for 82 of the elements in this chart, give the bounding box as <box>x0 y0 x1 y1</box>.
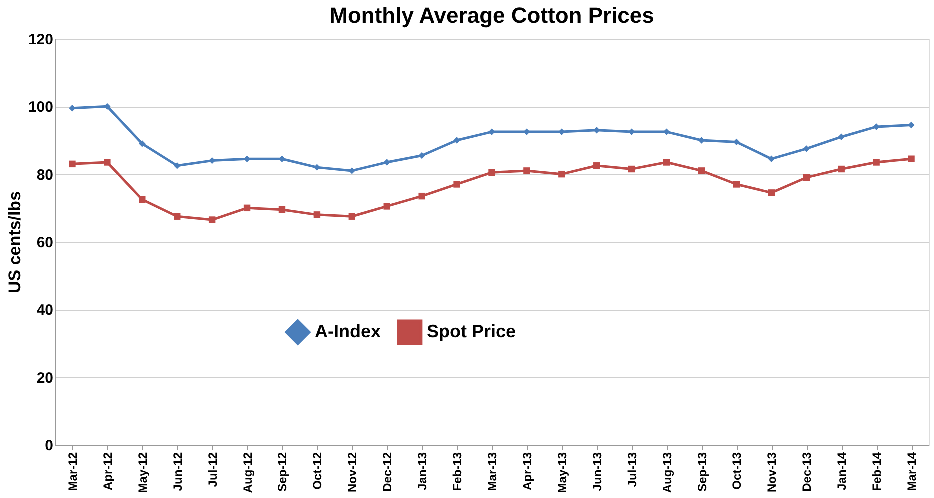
point <box>733 181 740 188</box>
x-tick-label: Jun-13 <box>590 452 604 492</box>
point <box>104 103 111 110</box>
y-tick-label: 40 <box>36 302 54 320</box>
x-tick-label: Mar-14 <box>905 452 920 492</box>
x-tick-label: Jul-12 <box>206 452 220 488</box>
point <box>908 122 915 129</box>
point <box>733 138 740 146</box>
point <box>803 146 810 152</box>
legend-label: Spot Price <box>427 321 516 342</box>
point <box>768 190 776 196</box>
point <box>594 162 600 170</box>
point <box>454 137 460 144</box>
point <box>418 192 426 200</box>
x-tick-label: Nov-12 <box>346 452 360 493</box>
point <box>104 159 111 166</box>
point <box>908 156 915 162</box>
y-tick-label: 0 <box>45 438 54 454</box>
x-tick-label: Apr-12 <box>100 452 115 491</box>
point <box>174 162 181 170</box>
chart-title: Monthly Average Cotton Prices <box>330 3 654 28</box>
point <box>768 156 776 162</box>
point <box>558 128 566 136</box>
point <box>838 166 845 173</box>
point <box>384 203 390 210</box>
x-tick-label: Mar-13 <box>486 452 500 492</box>
x-tick-label: Jan-13 <box>416 452 430 491</box>
x-tick-label: Dec-13 <box>800 452 814 492</box>
x-tick-label: Sep-13 <box>695 452 710 492</box>
point <box>208 157 216 164</box>
y-tick-label: 60 <box>36 234 54 252</box>
point <box>139 196 146 204</box>
x-tick-label: Nov-13 <box>765 452 780 493</box>
point <box>803 174 810 182</box>
x-tick-label: Jan-14 <box>835 452 850 491</box>
x-tick-label: Feb-14 <box>870 452 884 492</box>
y-tick-label: 80 <box>36 166 54 184</box>
point <box>594 126 600 134</box>
point <box>524 128 530 136</box>
point <box>314 212 321 218</box>
point <box>663 159 670 166</box>
y-axis-title: US cents/lbs <box>5 191 24 294</box>
x-tick-label: Sep-12 <box>276 452 290 492</box>
x-tick-label: Aug-12 <box>240 452 255 494</box>
point <box>348 168 356 174</box>
x-tick-label: Dec-12 <box>380 452 395 492</box>
point <box>524 168 530 174</box>
y-tick-label: 20 <box>36 370 54 387</box>
x-tick-label: Aug-13 <box>660 452 674 494</box>
point <box>558 170 566 178</box>
point <box>698 168 706 174</box>
point <box>873 159 880 166</box>
point <box>628 166 636 173</box>
point <box>278 156 286 162</box>
x-tick-label: Oct-12 <box>310 452 325 490</box>
point <box>873 124 880 130</box>
point <box>208 216 216 224</box>
point <box>139 140 146 148</box>
y-tick-label: 120 <box>28 32 54 48</box>
x-tick-label: May-12 <box>136 452 150 494</box>
x-tick-label: Jun-12 <box>170 452 185 492</box>
y-tick-label: 100 <box>28 99 54 116</box>
point <box>838 134 845 140</box>
point <box>454 181 460 188</box>
point <box>348 213 356 220</box>
x-tick-label: Mar-12 <box>66 452 80 492</box>
point <box>174 213 181 220</box>
point <box>244 204 251 212</box>
point <box>488 128 496 136</box>
point <box>488 169 496 176</box>
point <box>384 159 390 166</box>
point <box>418 152 426 160</box>
x-tick-label: Jul-13 <box>625 452 640 488</box>
point <box>278 206 286 214</box>
x-tick-label: May-13 <box>555 452 570 494</box>
legend-label: A-Index <box>315 321 382 342</box>
x-tick-label: Apr-13 <box>520 452 534 491</box>
point <box>314 164 321 171</box>
point <box>69 160 76 168</box>
x-tick-label: Oct-13 <box>730 452 744 490</box>
x-tick-label: Feb-13 <box>450 452 465 492</box>
point <box>69 105 76 112</box>
